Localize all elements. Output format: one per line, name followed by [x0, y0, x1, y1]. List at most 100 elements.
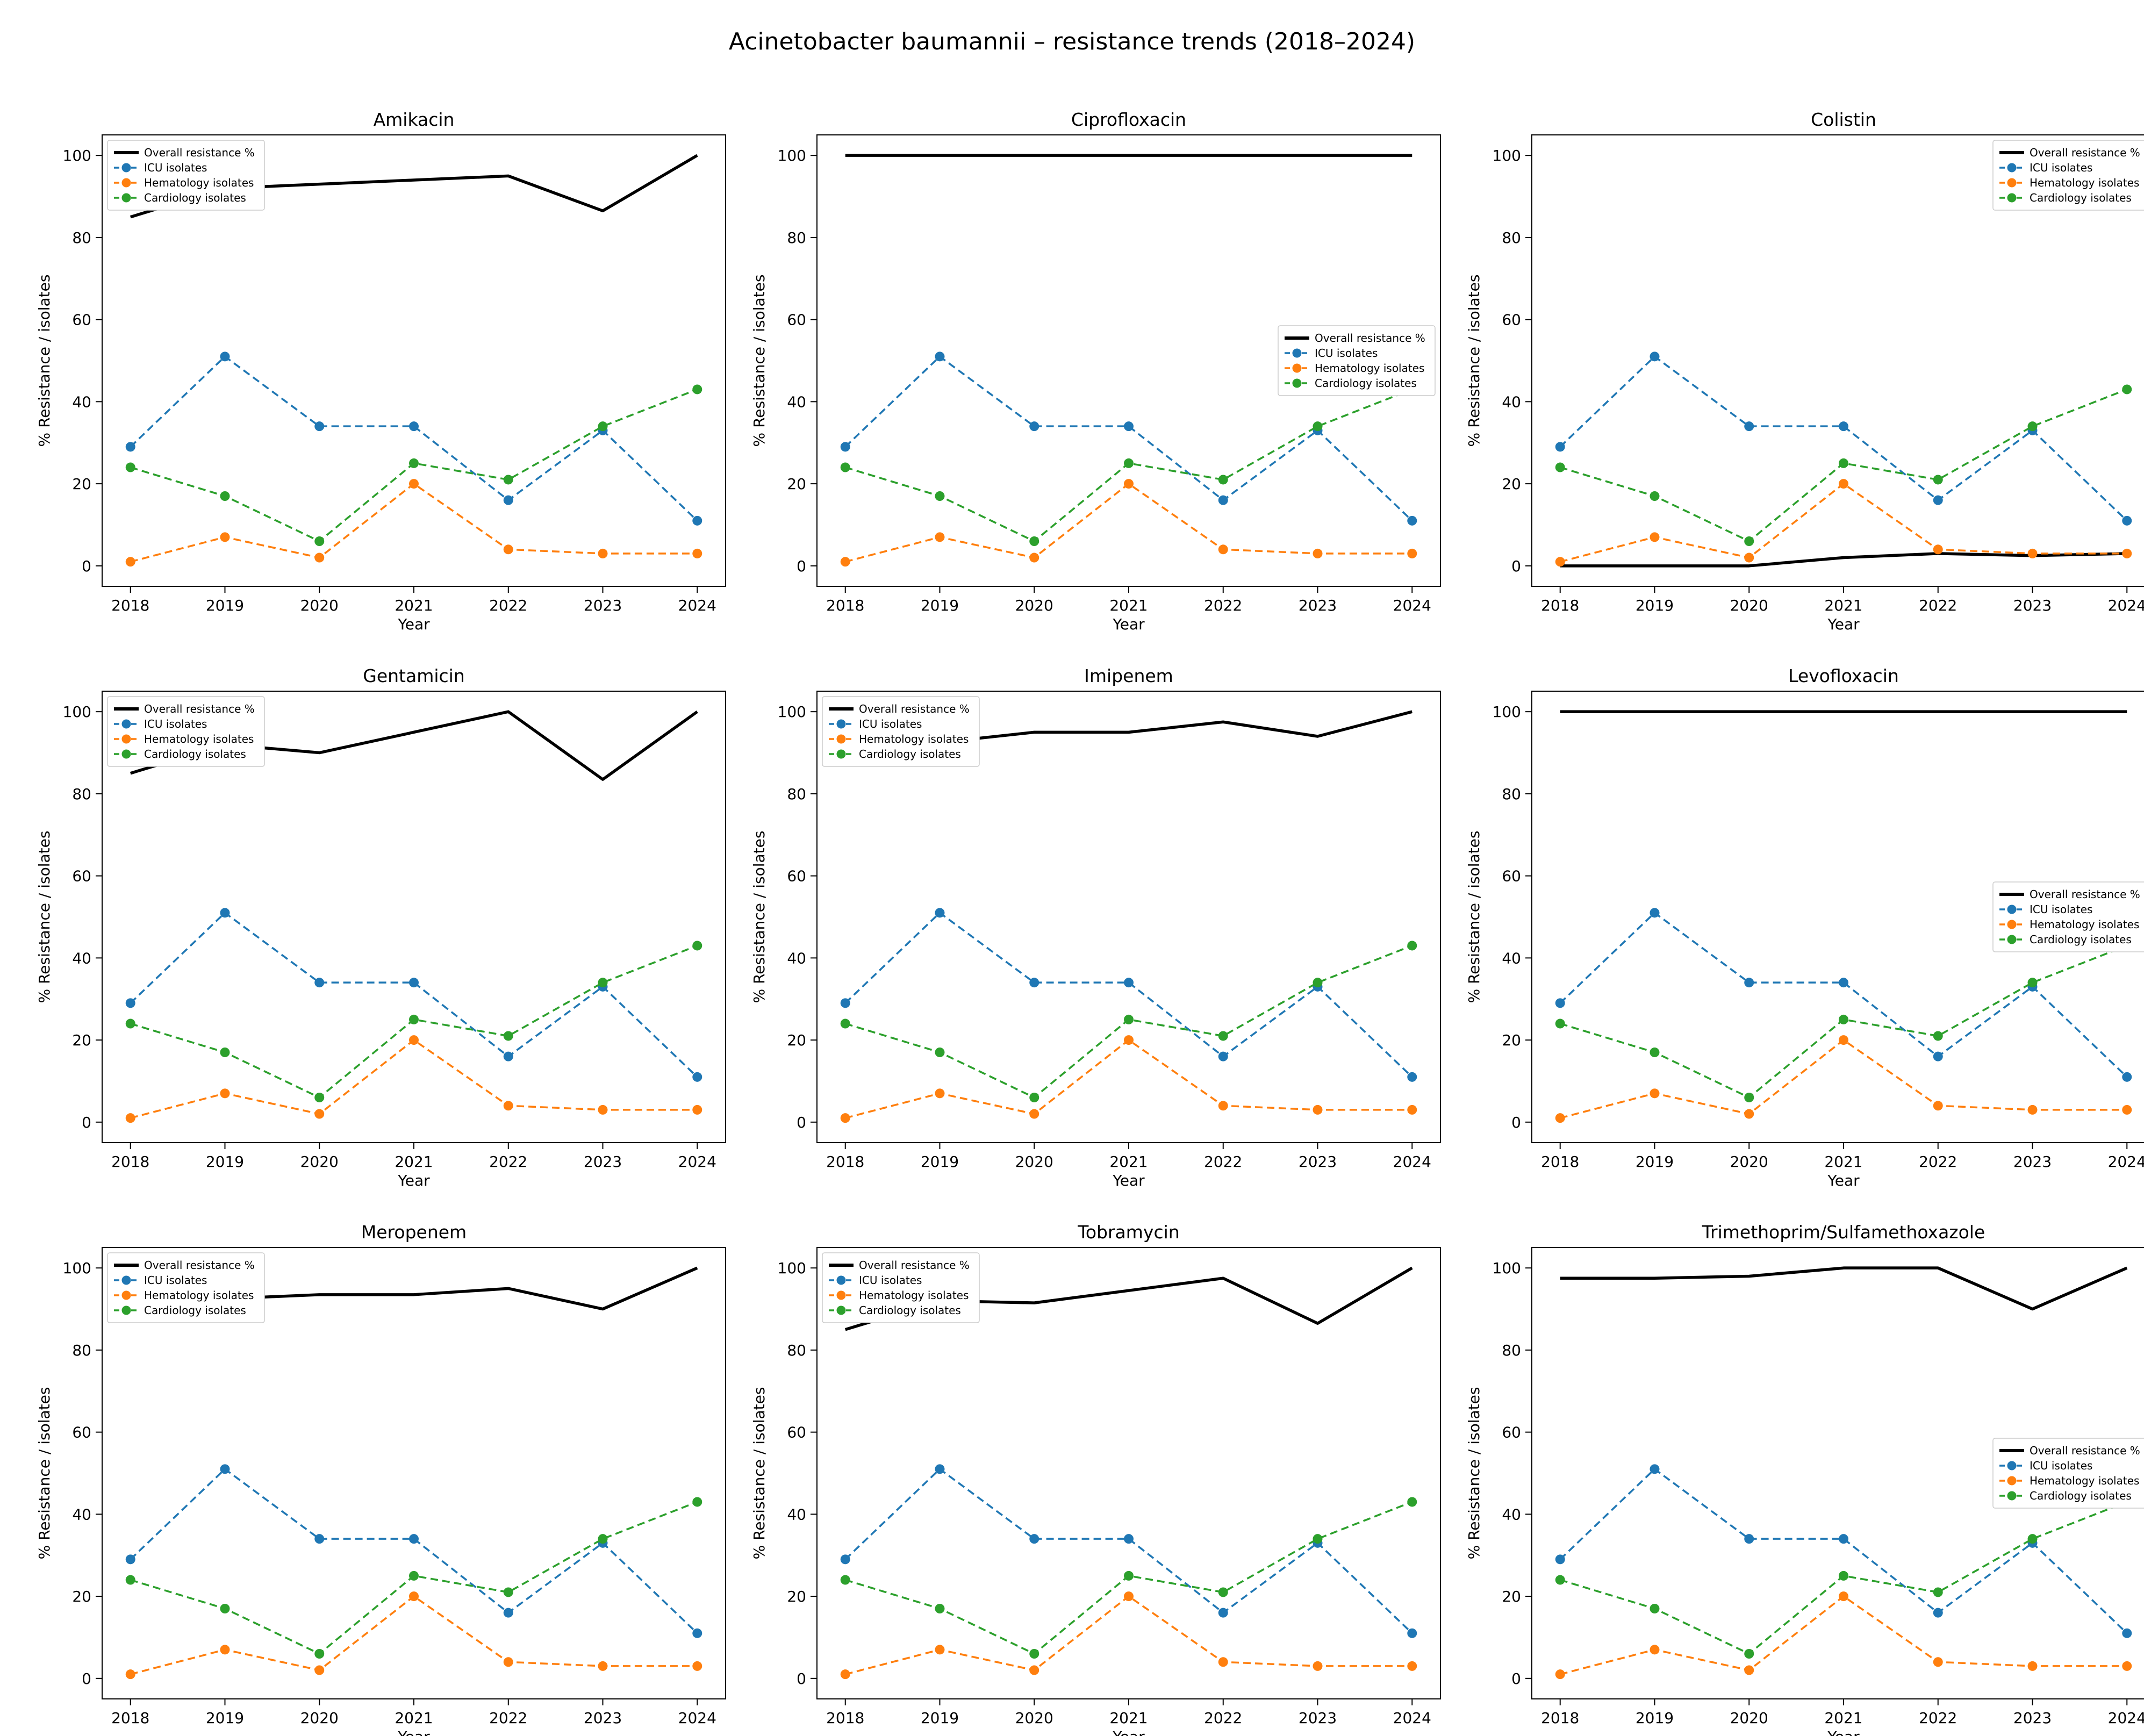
data-point-marker: [220, 1048, 230, 1057]
svg-text:2023: 2023: [584, 1153, 622, 1171]
data-point-marker: [1744, 1109, 1754, 1119]
subplot-trimethoprim-sulfamethoxazole: 0 20 40 60 80 100 2018 2019 2020 2021 2022 2023 2024…: [1451, 1188, 2144, 1736]
svg-text:2019: 2019: [206, 1709, 244, 1727]
axes-frame: [102, 134, 726, 587]
data-point-marker: [1218, 1031, 1228, 1041]
data-point-marker: [314, 1109, 325, 1119]
data-point-marker: [409, 1534, 419, 1544]
data-point-marker: [1313, 978, 1323, 988]
legend-entry-label: Cardiology isolates: [144, 191, 246, 204]
svg-text:2021: 2021: [1824, 1709, 1862, 1727]
svg-text:2018: 2018: [826, 1153, 864, 1171]
data-point-marker: [1218, 1587, 1228, 1597]
meropenem-plot-area: 0 20 40 60 80 100 2018 2019 2020 2021 2022 2023 2024…: [35, 1247, 726, 1736]
svg-text:2019: 2019: [1636, 597, 1674, 614]
legend-sample-marker: [2007, 1491, 2017, 1501]
axes: 0 20 40 60 80 100 2018 2019 2020 2021 2022 2023 2024…: [1465, 134, 2144, 632]
data-point-marker: [125, 1018, 135, 1029]
svg-text:2024: 2024: [2108, 597, 2144, 614]
data-point-marker: [1555, 1554, 1565, 1565]
legend-sample-marker: [2007, 1461, 2017, 1470]
legend: Overall resistance % ICU isolates Hematolo…: [1992, 881, 2144, 952]
legend-sample-marker: [2007, 163, 2017, 173]
axes-frame: [1531, 691, 2144, 1143]
axes-frame: [102, 1247, 726, 1699]
svg-text:20: 20: [1502, 1588, 1521, 1605]
data-point-marker: [125, 1669, 135, 1680]
data-point-marker: [1029, 1534, 1039, 1544]
svg-text:60: 60: [787, 311, 806, 329]
legend-entry-label: ICU isolates: [2030, 1459, 2092, 1472]
series-line: [844, 912, 1413, 1078]
svg-text:2023: 2023: [2013, 597, 2052, 614]
data-point-marker: [840, 442, 850, 452]
legend-sample-marker: [121, 1275, 131, 1285]
svg-text:60: 60: [72, 1424, 91, 1441]
legend-sample-marker: [121, 749, 131, 759]
subplot-title: Gentamicin: [363, 665, 465, 686]
data-point-marker: [1650, 351, 1660, 362]
data-point-marker: [1839, 458, 1848, 468]
y-axis-label: % Resistance / isolates: [1465, 275, 1483, 447]
series-line: [845, 483, 1412, 563]
data-point-marker: [840, 462, 850, 472]
legend-sample-marker: [121, 193, 131, 203]
series-line: [1560, 552, 2127, 568]
svg-text:0: 0: [797, 1114, 806, 1131]
svg-text:2022: 2022: [1919, 597, 1957, 614]
data-point-marker: [692, 1497, 702, 1507]
data-point-marker: [1555, 442, 1565, 452]
data-point-marker: [503, 1051, 513, 1061]
subplot-gentamicin: 0 20 40 60 80 100 2018 2019 2020 2021 2022 2023 2024…: [21, 632, 736, 1188]
legend-entry-label: Hematology isolates: [859, 733, 969, 745]
data-point-marker: [503, 495, 513, 505]
series-line: [130, 483, 698, 563]
legend-sample-marker: [2007, 178, 2017, 188]
axes: 0 20 40 60 80 100 2018 2019 2020 2021 2022 2023 2024…: [1465, 691, 2144, 1188]
svg-text:2021: 2021: [1109, 597, 1148, 614]
svg-text:80: 80: [72, 1342, 91, 1359]
svg-text:2019: 2019: [1636, 1153, 1674, 1171]
subplot-colistin: 0 20 40 60 80 100 2018 2019 2020 2021 2022 2023 2024…: [1451, 76, 2144, 632]
data-point-marker: [935, 532, 945, 542]
svg-text:2021: 2021: [395, 597, 433, 614]
legend-entry-label: Cardiology isolates: [859, 1304, 961, 1317]
subplot-ciprofloxacin: 0 20 40 60 80 100 2018 2019 2020 2021 2022 2023 2024…: [736, 76, 1451, 632]
data-point-marker: [935, 1645, 945, 1655]
data-point-marker: [692, 515, 702, 526]
legend-sample-marker: [2007, 905, 2017, 914]
data-point-marker: [935, 351, 945, 362]
data-point-marker: [314, 978, 325, 988]
data-point-marker: [503, 544, 513, 555]
svg-text:0: 0: [82, 1114, 91, 1131]
data-point-marker: [1933, 1657, 1943, 1667]
axes-frame: [816, 1247, 1441, 1699]
subplot-title: Levofloxacin: [1788, 665, 1899, 686]
data-point-marker: [598, 548, 608, 558]
data-point-marker: [935, 1604, 945, 1613]
data-point-marker: [220, 1604, 230, 1613]
subplot-meropenem: 0 20 40 60 80 100 2018 2019 2020 2021 2022 2023 2024…: [21, 1188, 736, 1736]
tobramycin-plot-area: 0 20 40 60 80 100 2018 2019 2020 2021 2022 2023 2024…: [750, 1247, 1441, 1736]
data-point-marker: [1029, 978, 1039, 988]
data-point-marker: [1650, 491, 1660, 501]
subplot-title: Imipenem: [1084, 665, 1173, 686]
data-point-marker: [1313, 1534, 1323, 1544]
data-point-marker: [1407, 1497, 1417, 1507]
legend-entry-label: ICU isolates: [144, 718, 207, 730]
data-point-marker: [1933, 1608, 1943, 1618]
series-line: [130, 355, 698, 522]
data-point-marker: [1933, 495, 1943, 505]
svg-text:2021: 2021: [1824, 597, 1862, 614]
data-point-marker: [1407, 941, 1417, 951]
svg-text:100: 100: [778, 147, 806, 164]
data-point-marker: [692, 1072, 702, 1082]
legend: Overall resistance % ICU isolates Hematolo…: [1992, 140, 2144, 211]
data-point-marker: [503, 1101, 513, 1111]
legend-entry-label: ICU isolates: [2030, 161, 2092, 174]
series: [125, 154, 702, 567]
svg-text:20: 20: [72, 1588, 91, 1605]
svg-text:2018: 2018: [826, 597, 864, 614]
ticks: 0 20 40 60 80 100 2018 2019 2020 2021 2022 2023 2024: [63, 1259, 716, 1727]
svg-text:2020: 2020: [1015, 597, 1053, 614]
